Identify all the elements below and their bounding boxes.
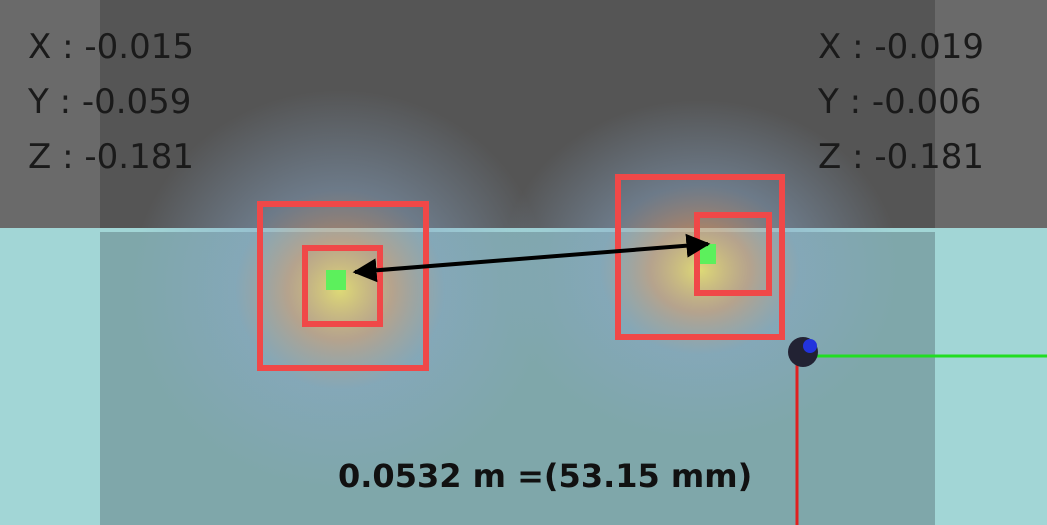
right-z: Z : -0.181 bbox=[818, 137, 984, 177]
right-x: X : -0.019 bbox=[818, 27, 984, 67]
viewport: X : -0.015 Y : -0.059 Z : -0.181 X : -0.… bbox=[0, 0, 1047, 525]
point-marker bbox=[700, 244, 716, 264]
distance-label: 0.0532 m =(53.15 mm) bbox=[338, 457, 752, 495]
left-x: X : -0.015 bbox=[28, 27, 194, 67]
left-z: Z : -0.181 bbox=[28, 137, 194, 177]
point-marker bbox=[326, 270, 346, 290]
left-y: Y : -0.059 bbox=[27, 82, 191, 122]
axis-z bbox=[803, 339, 817, 353]
right-y: Y : -0.006 bbox=[817, 82, 981, 122]
page: X : -0.015 Y : -0.059 Z : -0.181 X : -0.… bbox=[0, 0, 1047, 525]
